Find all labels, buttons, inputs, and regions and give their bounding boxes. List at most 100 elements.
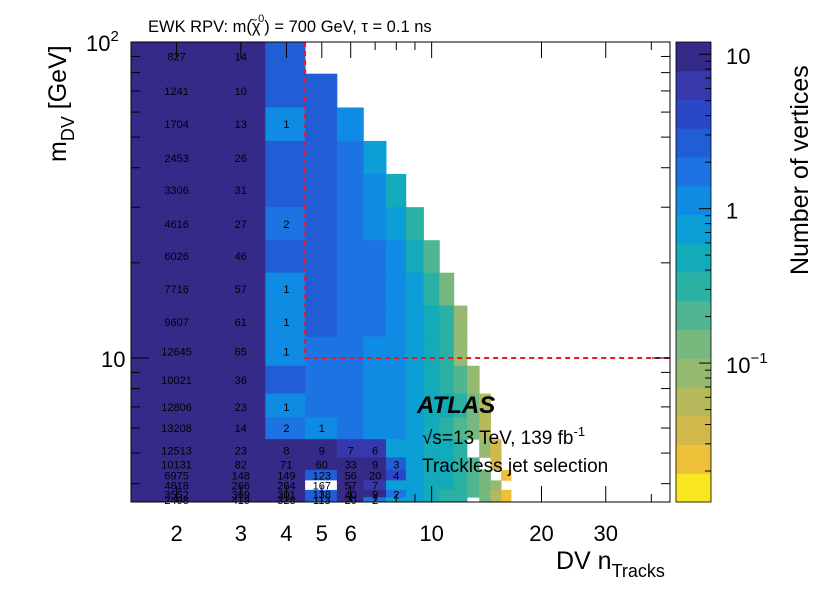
heatmap-cell <box>405 240 424 274</box>
heatmap-cell <box>386 480 407 491</box>
heatmap-count-label: 13208 <box>161 423 192 435</box>
heatmap-cell <box>467 393 480 418</box>
heatmap-cell <box>453 469 468 481</box>
heatmap-cell <box>501 497 512 503</box>
heatmap-cell <box>305 489 338 498</box>
colorbar-swatch <box>676 70 711 100</box>
heatmap-cell <box>336 365 364 394</box>
heatmap-cell <box>336 439 364 458</box>
heatmap-cell <box>467 489 480 498</box>
heatmap-cell <box>439 272 455 306</box>
heatmap-cell <box>265 417 306 440</box>
heatmap-cell <box>265 393 306 418</box>
x-tick-label: 4 <box>280 521 292 546</box>
heatmap-cell <box>265 140 306 175</box>
heatmap-count-label: 123 <box>313 470 331 482</box>
heatmap-cell <box>363 480 387 491</box>
colorbar-swatch <box>676 185 711 215</box>
heatmap-cell <box>211 439 266 458</box>
heatmap-cell <box>265 365 306 394</box>
heatmap-count-label: 1 <box>283 402 289 414</box>
heatmap-cell <box>501 489 512 498</box>
heatmap-cell <box>479 393 491 418</box>
heatmap-cell <box>439 365 455 394</box>
heatmap-cell <box>501 469 512 481</box>
heatmap-cell <box>131 207 213 241</box>
heatmap-cell <box>265 42 306 75</box>
heatmap-cell <box>363 140 387 175</box>
heatmap-count-label: 8 <box>283 445 289 457</box>
heatmap-cell <box>439 305 455 337</box>
heatmap-cell <box>363 305 387 337</box>
heatmap-cell <box>405 417 424 440</box>
heatmap-cell <box>467 480 480 491</box>
heatmap-count-label: 27 <box>235 219 247 231</box>
heatmap-cell <box>439 480 455 491</box>
heatmap-cell <box>479 489 491 498</box>
heatmap-cell <box>211 497 266 503</box>
heatmap-count-label: 6975 <box>164 470 188 482</box>
colorbar-swatch <box>676 387 711 417</box>
heatmap-count-label: 1704 <box>164 119 188 131</box>
plot-frame-border <box>130 41 671 503</box>
heatmap-cell <box>336 305 364 337</box>
heatmap-cell <box>405 365 424 394</box>
heatmap-cell <box>453 365 468 394</box>
x-tick-label: 5 <box>316 521 328 546</box>
heatmap-cell <box>453 497 468 503</box>
heatmap-cell <box>211 393 266 418</box>
heatmap-cell <box>453 489 468 498</box>
heatmap-cell <box>265 73 306 108</box>
heatmap-cell <box>423 457 440 471</box>
heatmap-cell <box>405 336 424 367</box>
heatmap-cell <box>265 305 306 337</box>
heatmap-count-label: 9607 <box>164 317 188 329</box>
heatmap-count-label: 1 <box>283 284 289 296</box>
heatmap-cell <box>131 305 213 337</box>
heatmap-cell <box>131 480 213 491</box>
heatmap-cell <box>336 393 364 418</box>
heatmap-cell <box>131 457 213 471</box>
heatmap-cell <box>453 480 468 491</box>
heatmap-cell <box>453 393 468 418</box>
heatmap-cell <box>439 439 455 458</box>
heatmap-cell <box>386 457 407 471</box>
heatmap-cell <box>265 457 306 471</box>
heatmap-cell <box>265 489 306 498</box>
signal-region-line <box>304 42 670 359</box>
heatmap-cell <box>211 489 266 498</box>
heatmap-cell <box>336 207 364 241</box>
heatmap-cell <box>479 417 491 440</box>
heatmap-cell <box>439 457 455 471</box>
heatmap-cell <box>131 272 213 306</box>
heatmap-cell <box>336 272 364 306</box>
heatmap-cell <box>305 240 338 274</box>
heatmap-cell <box>305 73 338 108</box>
heatmap-count-label: 12645 <box>161 346 192 358</box>
heatmap-cell <box>479 480 491 491</box>
heatmap-count-label: 1 <box>283 317 289 329</box>
energy-luminosity-label: √s=13 TeV, 139 fb-1 <box>422 424 585 449</box>
heatmap-cell <box>131 107 213 142</box>
colorbar-swatch <box>676 243 711 273</box>
heatmap-count-label: 1 <box>283 346 289 358</box>
heatmap-cells <box>131 42 512 503</box>
heatmap-cell <box>386 469 407 481</box>
heatmap-cell <box>453 336 468 367</box>
heatmap-count-label: 3 <box>393 460 399 472</box>
heatmap-cell <box>211 73 266 108</box>
heatmap-cell <box>439 489 455 498</box>
heatmap-count-label: 33 <box>345 460 357 472</box>
heatmap-cell <box>363 457 387 471</box>
heatmap-cell <box>305 393 338 418</box>
heatmap-cell <box>131 73 213 108</box>
heatmap-cell <box>386 417 407 440</box>
heatmap-cell <box>305 107 338 142</box>
heatmap-count-label: 10 <box>235 86 247 98</box>
heatmap-cell <box>490 489 502 498</box>
colorbar-border <box>675 41 712 503</box>
heatmap-cell <box>305 457 338 471</box>
heatmap-count-label: 148 <box>232 470 250 482</box>
heatmap-cell <box>336 469 364 481</box>
heatmap-cell <box>386 365 407 394</box>
